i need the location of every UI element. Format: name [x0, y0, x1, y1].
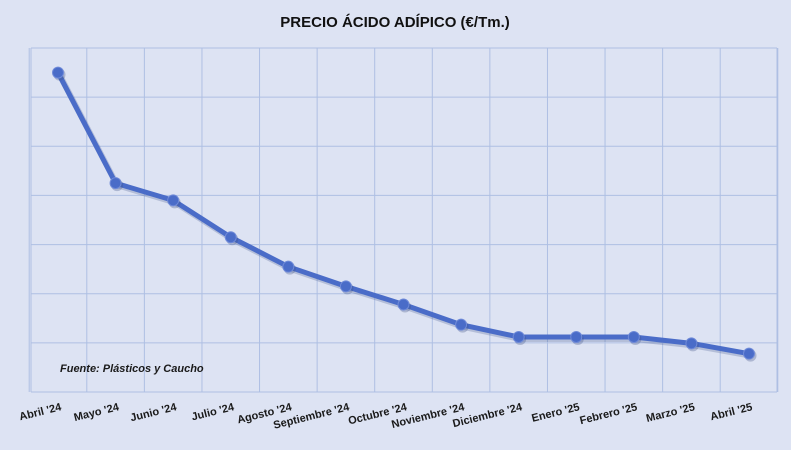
data-points	[52, 66, 757, 362]
data-point	[512, 330, 525, 343]
x-tick-label: Marzo '25	[645, 401, 696, 425]
data-point	[109, 177, 122, 190]
data-point	[52, 66, 64, 79]
series-line-layer	[55, 70, 754, 359]
data-point	[339, 280, 352, 293]
x-tick-label: Julio '24	[190, 401, 236, 423]
source-note: Fuente: Plásticos y Caucho	[60, 363, 204, 375]
x-tick-label: Enero '25	[530, 401, 581, 425]
data-point	[282, 260, 295, 273]
x-tick-label: Abril '25	[709, 401, 754, 423]
x-tick-label: Febrero '25	[579, 401, 639, 427]
data-point	[627, 330, 640, 343]
data-point	[167, 194, 180, 207]
data-point	[570, 330, 583, 343]
x-axis-tick-labels: Abril '24 Mayo '24 Junio '24 Julio '24 Agost…	[18, 401, 754, 432]
data-point	[685, 337, 698, 350]
series-line-shadow	[56, 71, 754, 359]
chart-title: PRECIO ÁCIDO ADÍPICO (€/Tm.)	[280, 14, 509, 31]
data-point	[455, 318, 468, 331]
gridlines	[28, 47, 779, 393]
x-tick-label: Junio '24	[129, 401, 179, 424]
x-tick-label: Mayo '24	[73, 401, 121, 424]
data-point	[397, 298, 410, 311]
data-point	[224, 231, 237, 244]
x-tick-label: Abril '24	[18, 401, 63, 423]
data-point	[743, 347, 755, 360]
